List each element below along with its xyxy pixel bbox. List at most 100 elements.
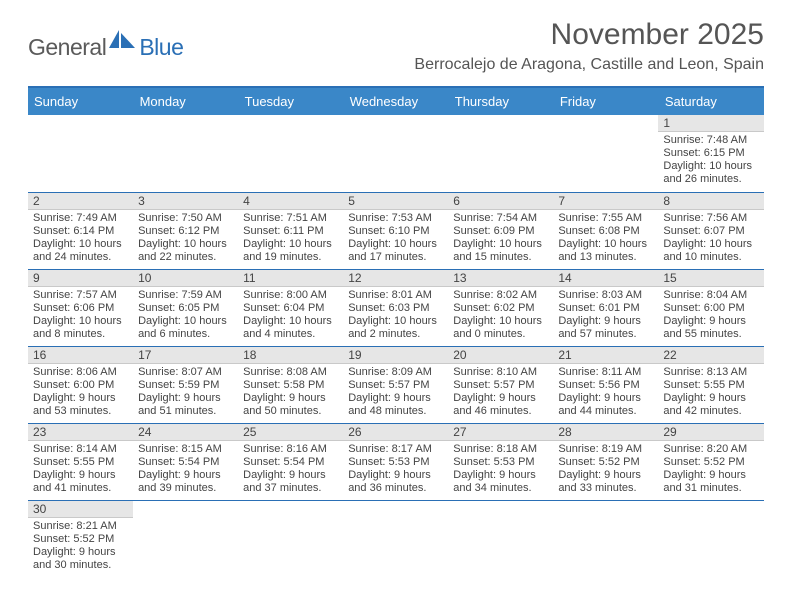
day-line: Sunset: 5:52 PM [33, 533, 128, 546]
calendar-body: 1Sunrise: 7:48 AMSunset: 6:15 PMDaylight… [28, 115, 764, 577]
weekday-header: Monday [133, 88, 238, 115]
day-line: Daylight: 10 hours [33, 238, 128, 251]
day-content: Sunrise: 8:11 AMSunset: 5:56 PMDaylight:… [553, 364, 658, 420]
calendar-cell [343, 115, 448, 192]
day-content: Sunrise: 7:54 AMSunset: 6:09 PMDaylight:… [448, 210, 553, 266]
day-line: Sunrise: 8:01 AM [348, 289, 443, 302]
calendar-cell: 20Sunrise: 8:10 AMSunset: 5:57 PMDayligh… [448, 346, 553, 423]
day-number: 14 [553, 270, 658, 287]
header: General Blue November 2025 Berrocalejo d… [0, 0, 792, 82]
day-line: and 19 minutes. [243, 251, 338, 264]
calendar-cell: 2Sunrise: 7:49 AMSunset: 6:14 PMDaylight… [28, 192, 133, 269]
day-content: Sunrise: 8:15 AMSunset: 5:54 PMDaylight:… [133, 441, 238, 497]
day-line: Daylight: 10 hours [453, 238, 548, 251]
day-line: Daylight: 9 hours [663, 315, 758, 328]
calendar-cell: 6Sunrise: 7:54 AMSunset: 6:09 PMDaylight… [448, 192, 553, 269]
day-content: Sunrise: 8:06 AMSunset: 6:00 PMDaylight:… [28, 364, 133, 420]
day-line: and 4 minutes. [243, 328, 338, 341]
calendar-cell: 25Sunrise: 8:16 AMSunset: 5:54 PMDayligh… [238, 423, 343, 500]
day-line: Daylight: 10 hours [663, 238, 758, 251]
day-line: Sunrise: 8:16 AM [243, 443, 338, 456]
logo-text-general: General [28, 34, 106, 61]
day-line: Sunset: 6:05 PM [138, 302, 233, 315]
day-line: Sunrise: 8:07 AM [138, 366, 233, 379]
day-content: Sunrise: 7:51 AMSunset: 6:11 PMDaylight:… [238, 210, 343, 266]
day-content: Sunrise: 8:19 AMSunset: 5:52 PMDaylight:… [553, 441, 658, 497]
day-number: 21 [553, 347, 658, 364]
day-line: Sunrise: 8:20 AM [663, 443, 758, 456]
day-line: Sunset: 6:07 PM [663, 225, 758, 238]
day-content: Sunrise: 8:04 AMSunset: 6:00 PMDaylight:… [658, 287, 763, 343]
day-line: and 30 minutes. [33, 559, 128, 572]
day-number: 20 [448, 347, 553, 364]
calendar-cell [343, 500, 448, 577]
day-line: Daylight: 9 hours [33, 469, 128, 482]
day-number: 10 [133, 270, 238, 287]
day-number: 4 [238, 193, 343, 210]
weekday-header: Tuesday [238, 88, 343, 115]
day-line: Daylight: 9 hours [453, 392, 548, 405]
day-line: Sunset: 5:55 PM [33, 456, 128, 469]
weekday-header: Thursday [448, 88, 553, 115]
calendar-cell: 19Sunrise: 8:09 AMSunset: 5:57 PMDayligh… [343, 346, 448, 423]
calendar-row: 9Sunrise: 7:57 AMSunset: 6:06 PMDaylight… [28, 269, 764, 346]
day-content: Sunrise: 8:14 AMSunset: 5:55 PMDaylight:… [28, 441, 133, 497]
day-line: Sunrise: 8:00 AM [243, 289, 338, 302]
calendar-cell: 3Sunrise: 7:50 AMSunset: 6:12 PMDaylight… [133, 192, 238, 269]
day-line: Sunrise: 8:21 AM [33, 520, 128, 533]
day-line: Sunset: 5:56 PM [558, 379, 653, 392]
day-line: Sunrise: 8:09 AM [348, 366, 443, 379]
day-number: 18 [238, 347, 343, 364]
day-line: Sunrise: 8:14 AM [33, 443, 128, 456]
day-line: Sunrise: 8:03 AM [558, 289, 653, 302]
day-line: Sunrise: 7:54 AM [453, 212, 548, 225]
day-line: Sunset: 5:52 PM [663, 456, 758, 469]
calendar-row: 1Sunrise: 7:48 AMSunset: 6:15 PMDaylight… [28, 115, 764, 192]
day-line: and 0 minutes. [453, 328, 548, 341]
day-line: Sunset: 6:06 PM [33, 302, 128, 315]
day-line: Sunset: 5:58 PM [243, 379, 338, 392]
day-line: Daylight: 10 hours [348, 315, 443, 328]
calendar-cell [448, 500, 553, 577]
calendar-row: 2Sunrise: 7:49 AMSunset: 6:14 PMDaylight… [28, 192, 764, 269]
day-content: Sunrise: 8:18 AMSunset: 5:53 PMDaylight:… [448, 441, 553, 497]
calendar-cell [448, 115, 553, 192]
day-line: and 53 minutes. [33, 405, 128, 418]
day-line: and 13 minutes. [558, 251, 653, 264]
day-line: Daylight: 9 hours [348, 469, 443, 482]
day-number: 28 [553, 424, 658, 441]
day-line: and 41 minutes. [33, 482, 128, 495]
day-line: Sunrise: 8:10 AM [453, 366, 548, 379]
day-line: Sunset: 5:57 PM [348, 379, 443, 392]
calendar-cell: 5Sunrise: 7:53 AMSunset: 6:10 PMDaylight… [343, 192, 448, 269]
day-line: and 33 minutes. [558, 482, 653, 495]
day-line: Sunset: 6:14 PM [33, 225, 128, 238]
logo-sail-icon [109, 30, 137, 55]
day-line: Daylight: 9 hours [138, 392, 233, 405]
calendar-cell: 30Sunrise: 8:21 AMSunset: 5:52 PMDayligh… [28, 500, 133, 577]
day-number: 19 [343, 347, 448, 364]
day-line: Sunset: 5:54 PM [243, 456, 338, 469]
day-line: Daylight: 10 hours [348, 238, 443, 251]
calendar-head: SundayMondayTuesdayWednesdayThursdayFrid… [28, 88, 764, 115]
day-line: Sunset: 5:57 PM [453, 379, 548, 392]
day-content: Sunrise: 7:50 AMSunset: 6:12 PMDaylight:… [133, 210, 238, 266]
day-line: Daylight: 9 hours [453, 469, 548, 482]
day-content: Sunrise: 8:17 AMSunset: 5:53 PMDaylight:… [343, 441, 448, 497]
day-number: 3 [133, 193, 238, 210]
day-number: 26 [343, 424, 448, 441]
day-number: 22 [658, 347, 763, 364]
day-line: and 15 minutes. [453, 251, 548, 264]
day-line: and 57 minutes. [558, 328, 653, 341]
day-number: 7 [553, 193, 658, 210]
day-content: Sunrise: 8:10 AMSunset: 5:57 PMDaylight:… [448, 364, 553, 420]
day-line: Sunset: 6:09 PM [453, 225, 548, 238]
calendar-cell: 9Sunrise: 7:57 AMSunset: 6:06 PMDaylight… [28, 269, 133, 346]
weekday-header: Sunday [28, 88, 133, 115]
day-line: Sunrise: 8:08 AM [243, 366, 338, 379]
day-line: Sunset: 6:15 PM [663, 147, 758, 160]
calendar-cell: 12Sunrise: 8:01 AMSunset: 6:03 PMDayligh… [343, 269, 448, 346]
calendar-cell [133, 500, 238, 577]
day-content: Sunrise: 8:20 AMSunset: 5:52 PMDaylight:… [658, 441, 763, 497]
location: Berrocalejo de Aragona, Castille and Leo… [414, 56, 764, 74]
